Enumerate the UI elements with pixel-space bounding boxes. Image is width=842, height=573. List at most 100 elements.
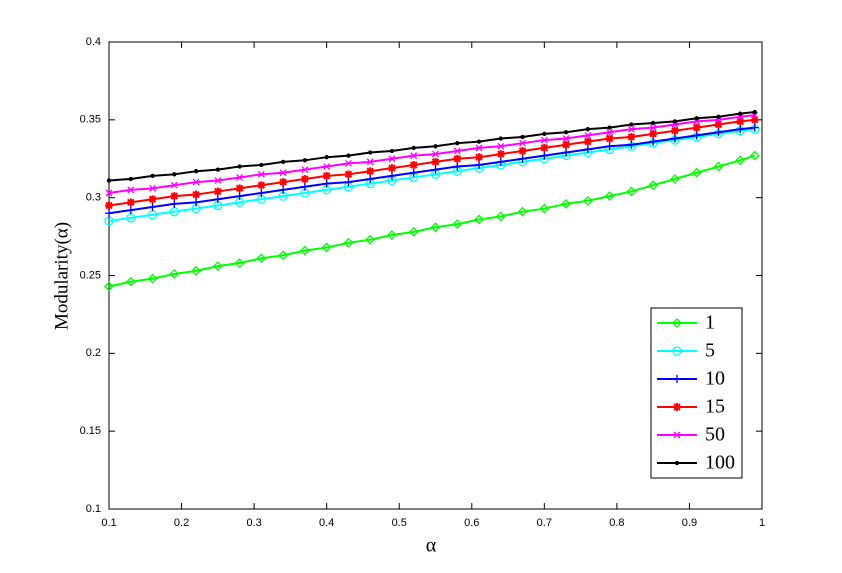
marker [583,137,592,146]
marker [455,141,460,146]
marker [127,186,135,194]
marker [474,214,484,225]
marker [170,199,179,208]
marker [215,167,220,172]
marker [126,198,135,207]
marker [280,159,286,165]
marker [234,258,245,268]
marker [453,162,462,171]
marker [279,178,288,187]
marker [539,203,550,214]
marker [257,181,266,190]
marker [259,162,264,168]
marker [105,189,113,197]
marker [430,222,441,233]
marker [147,273,158,284]
marker [324,155,329,160]
marker [388,155,396,163]
y-axis-label: Modularity(α) [51,222,72,330]
marker [212,261,223,272]
marker [433,144,438,149]
marker [672,346,682,356]
marker [716,114,721,119]
marker [409,160,418,169]
marker [626,186,637,197]
marker [475,144,483,152]
marker [691,167,702,178]
marker [607,125,612,130]
x-tick-label: 0.4 [319,517,334,529]
y-tick-label: 0.1 [86,503,101,515]
legend-label: 1 [705,312,715,334]
marker [387,171,396,180]
marker [344,170,353,179]
marker [366,174,375,183]
marker [170,192,179,201]
marker [649,129,658,138]
marker [410,152,418,160]
marker [452,219,463,230]
marker [736,125,745,134]
marker [627,125,635,133]
marker [105,209,113,218]
legend-label: 50 [705,424,725,446]
marker [692,131,701,140]
marker [411,145,416,151]
marker [540,151,549,160]
y-tick-label: 0.35 [80,114,101,126]
marker [673,375,681,383]
marker [498,136,503,141]
marker [105,201,113,210]
marker [496,150,505,159]
marker [605,142,614,151]
marker [431,165,440,174]
marker [148,195,157,204]
marker [670,134,679,143]
x-tick-label: 0.3 [246,517,261,529]
marker [170,181,178,189]
marker [453,154,462,163]
marker [149,184,156,192]
marker [300,182,309,191]
marker [387,230,397,240]
marker [496,157,505,166]
marker [128,176,133,182]
marker [673,403,681,411]
marker [343,237,354,248]
marker [236,173,244,181]
x-tick-label: 1 [759,517,765,529]
marker [192,178,200,186]
marker [475,153,484,162]
marker [453,147,461,155]
marker [344,178,353,187]
marker [562,135,570,142]
marker [214,177,222,185]
marker [627,140,636,149]
marker [738,111,743,116]
marker [562,140,571,149]
marker [126,206,135,215]
y-tick-label: 0.2 [86,347,101,359]
marker [714,120,723,129]
marker [213,187,222,196]
marker [302,158,308,163]
marker [172,172,177,177]
marker [649,124,657,132]
marker [674,460,680,466]
marker [736,117,745,126]
marker [584,131,592,139]
marker [279,169,287,177]
marker [235,192,244,201]
marker [672,119,678,124]
marker [604,191,615,202]
marker [346,153,351,158]
marker [561,198,572,209]
marker [542,131,547,136]
marker [670,174,680,184]
marker [562,148,571,157]
marker [692,123,701,132]
marker [749,150,760,161]
marker [672,318,682,328]
marker [517,206,528,217]
